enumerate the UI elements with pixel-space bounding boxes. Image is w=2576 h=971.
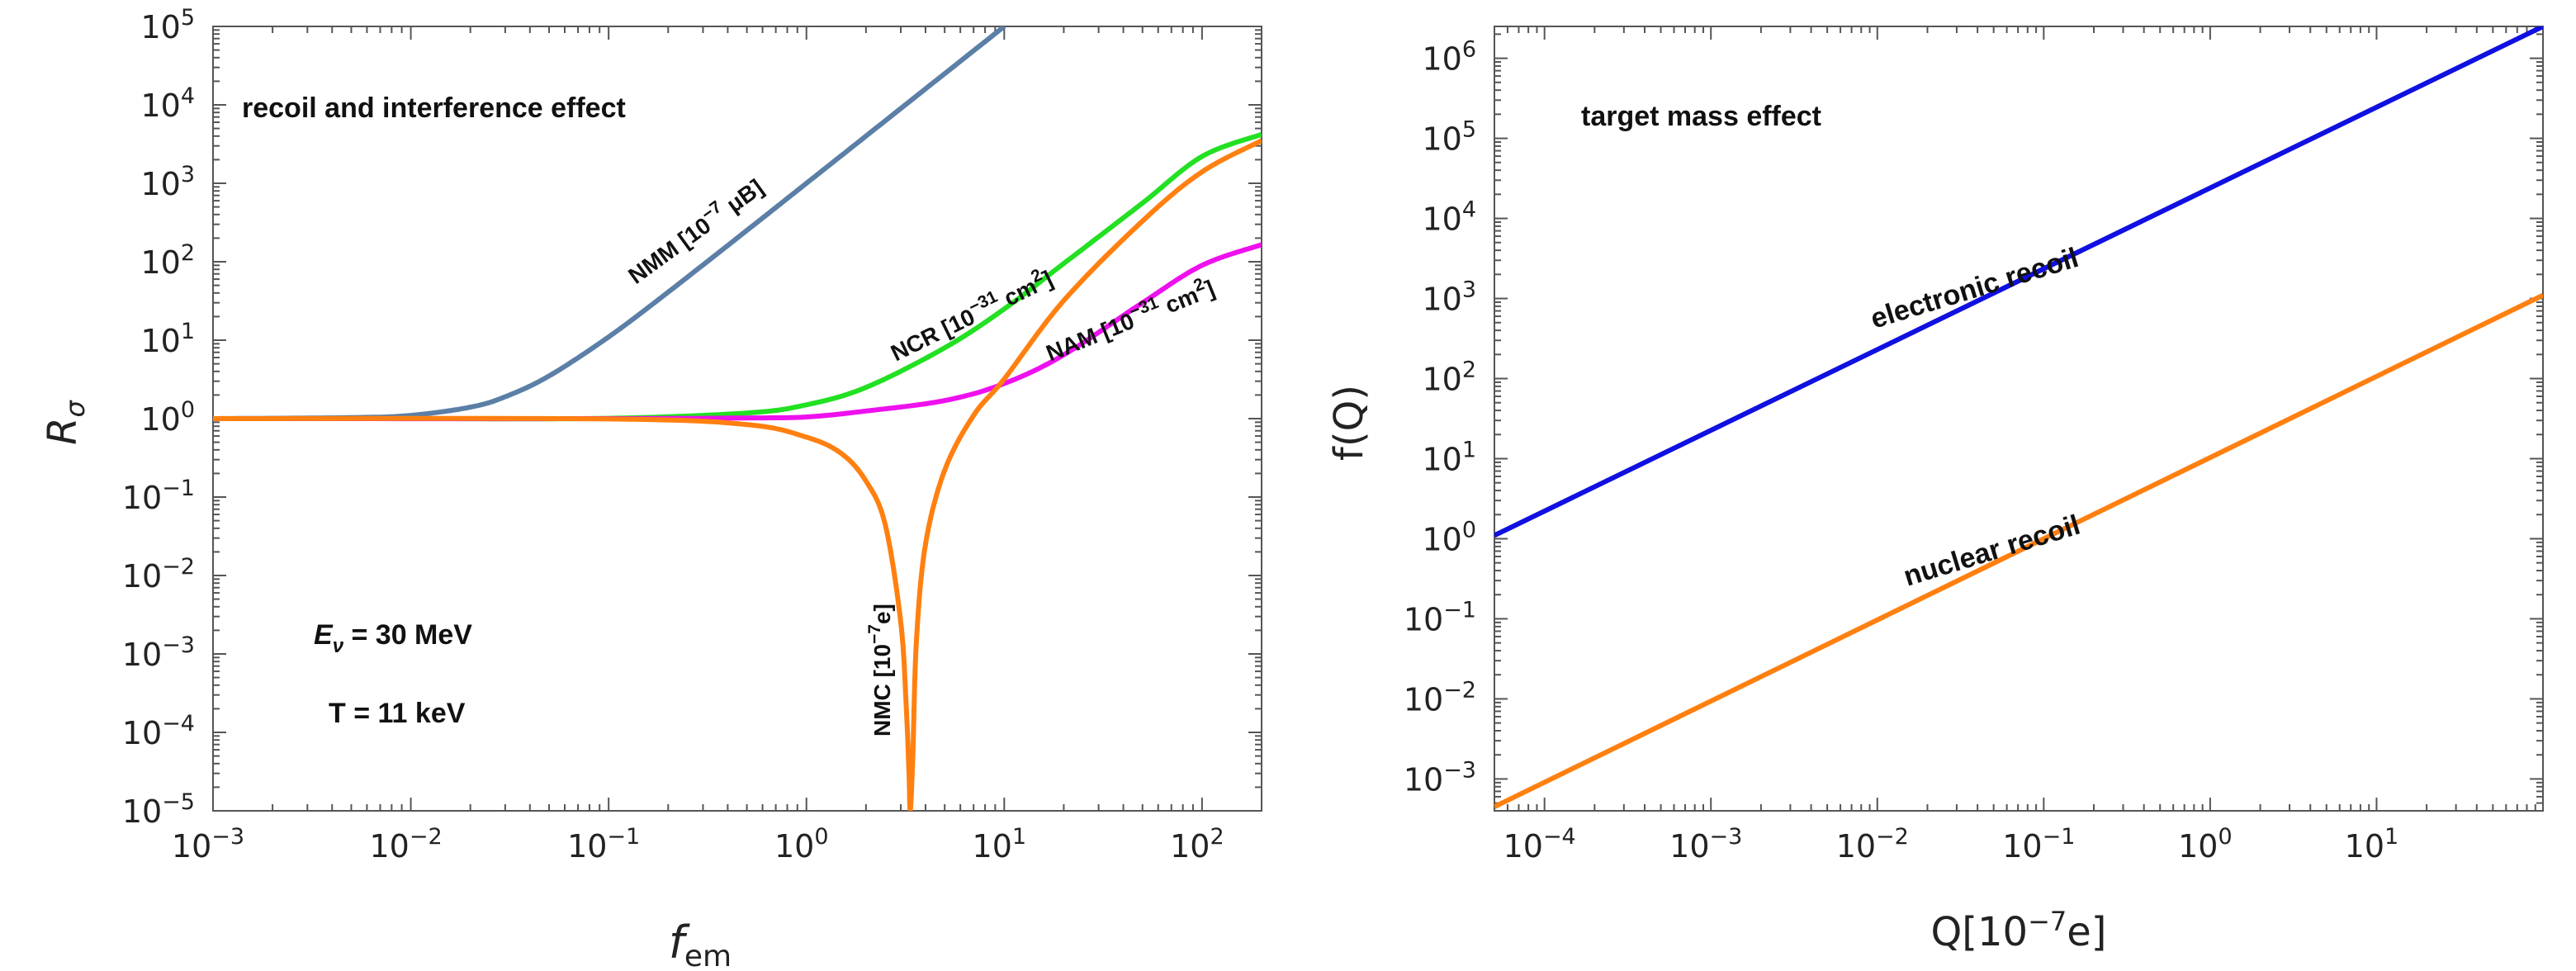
x-tick-label: 10−1 <box>567 824 640 864</box>
series-line-electronic-recoil <box>1494 26 2543 538</box>
y-tick-label: 106 <box>1422 37 1476 78</box>
y-tick-label: 102 <box>1422 358 1476 398</box>
x-tick-label: 101 <box>2345 824 2399 864</box>
energy-symbol: E <box>314 619 334 651</box>
y-tick-label: 101 <box>1422 437 1476 477</box>
chart-right: 10−4 10−3 10−2 10−1 100 101 10−3 10−2 10−1 100 101… <box>1326 26 2544 955</box>
right-y-axis-label: f(Q) <box>1326 385 1372 461</box>
y-tick-label: 10−5 <box>122 789 195 830</box>
nmc-curve-label: NMC [10−7e] <box>865 604 895 737</box>
series-line-nmc <box>213 138 1262 811</box>
left-curves <box>213 26 1262 811</box>
series-line-nam <box>213 242 1262 422</box>
y-tick-label: 103 <box>1422 277 1476 318</box>
series-line-nmm <box>213 26 1006 421</box>
y-tick-label: 103 <box>140 162 195 202</box>
x-tick-label: 10−3 <box>172 824 244 864</box>
left-annotation-energy: Eν = 30 MeV <box>314 619 472 657</box>
series-line-nuclear-recoil <box>1494 292 2543 809</box>
left-ticks <box>212 26 1262 812</box>
y-tick-label: 101 <box>140 319 195 359</box>
chart-left: 10−3 10−2 10−1 100 101 102 10−5 10−4 10−3 10−2 10−… <box>40 5 1262 971</box>
y-tick-label: 10−2 <box>1404 677 1476 718</box>
left-tick-labels: 10−3 10−2 10−1 100 101 102 10−5 10−4 10−3 10−2 10−… <box>122 5 1224 864</box>
x-tick-label: 101 <box>973 824 1027 864</box>
y-tick-label: 10−1 <box>1404 597 1476 637</box>
y-tick-label: 102 <box>140 240 195 281</box>
right-x-axis-label: Q[10−7e] <box>1930 906 2106 955</box>
x-tick-label: 100 <box>774 824 829 864</box>
x-tick-label: 10−2 <box>369 824 442 864</box>
x-tick-label: 10−3 <box>1669 824 1742 864</box>
y-tick-label: 100 <box>140 397 195 438</box>
right-plot-frame <box>1494 26 2544 812</box>
y-tick-label: 10−3 <box>1404 757 1476 798</box>
x-tick-label: 102 <box>1170 824 1224 864</box>
y-tick-label: 105 <box>140 5 195 45</box>
y-tick-label: 105 <box>1422 117 1476 158</box>
left-annotation-title: recoil and interference effect <box>242 92 626 124</box>
energy-subscript: ν <box>333 635 344 657</box>
energy-value: = 30 MeV <box>343 619 472 651</box>
right-tick-labels: 10−4 10−3 10−2 10−1 100 101 10−3 10−2 10−1 100 101… <box>1404 37 2398 864</box>
left-y-axis-label: Rσ <box>40 399 91 444</box>
y-tick-label: 10−1 <box>122 476 195 516</box>
y-tick-label: 104 <box>1422 197 1476 238</box>
right-curves <box>1494 26 2543 809</box>
y-tick-label: 100 <box>1422 517 1476 557</box>
y-tick-label: 10−3 <box>122 632 195 673</box>
left-x-axis-label: fem <box>669 917 732 971</box>
y-tick-label: 10−2 <box>122 554 195 594</box>
x-tick-label: 10−4 <box>1503 824 1576 864</box>
left-annotation-threshold: T = 11 keV <box>329 698 466 729</box>
x-tick-label: 10−2 <box>1836 824 1909 864</box>
y-tick-label: 10−4 <box>122 711 195 751</box>
y-tick-label: 104 <box>140 83 195 124</box>
right-ticks <box>1494 26 2544 812</box>
x-tick-label: 10−1 <box>2002 824 2075 864</box>
x-tick-label: 100 <box>2178 824 2233 864</box>
right-annotation-title: target mass effect <box>1581 101 1821 132</box>
